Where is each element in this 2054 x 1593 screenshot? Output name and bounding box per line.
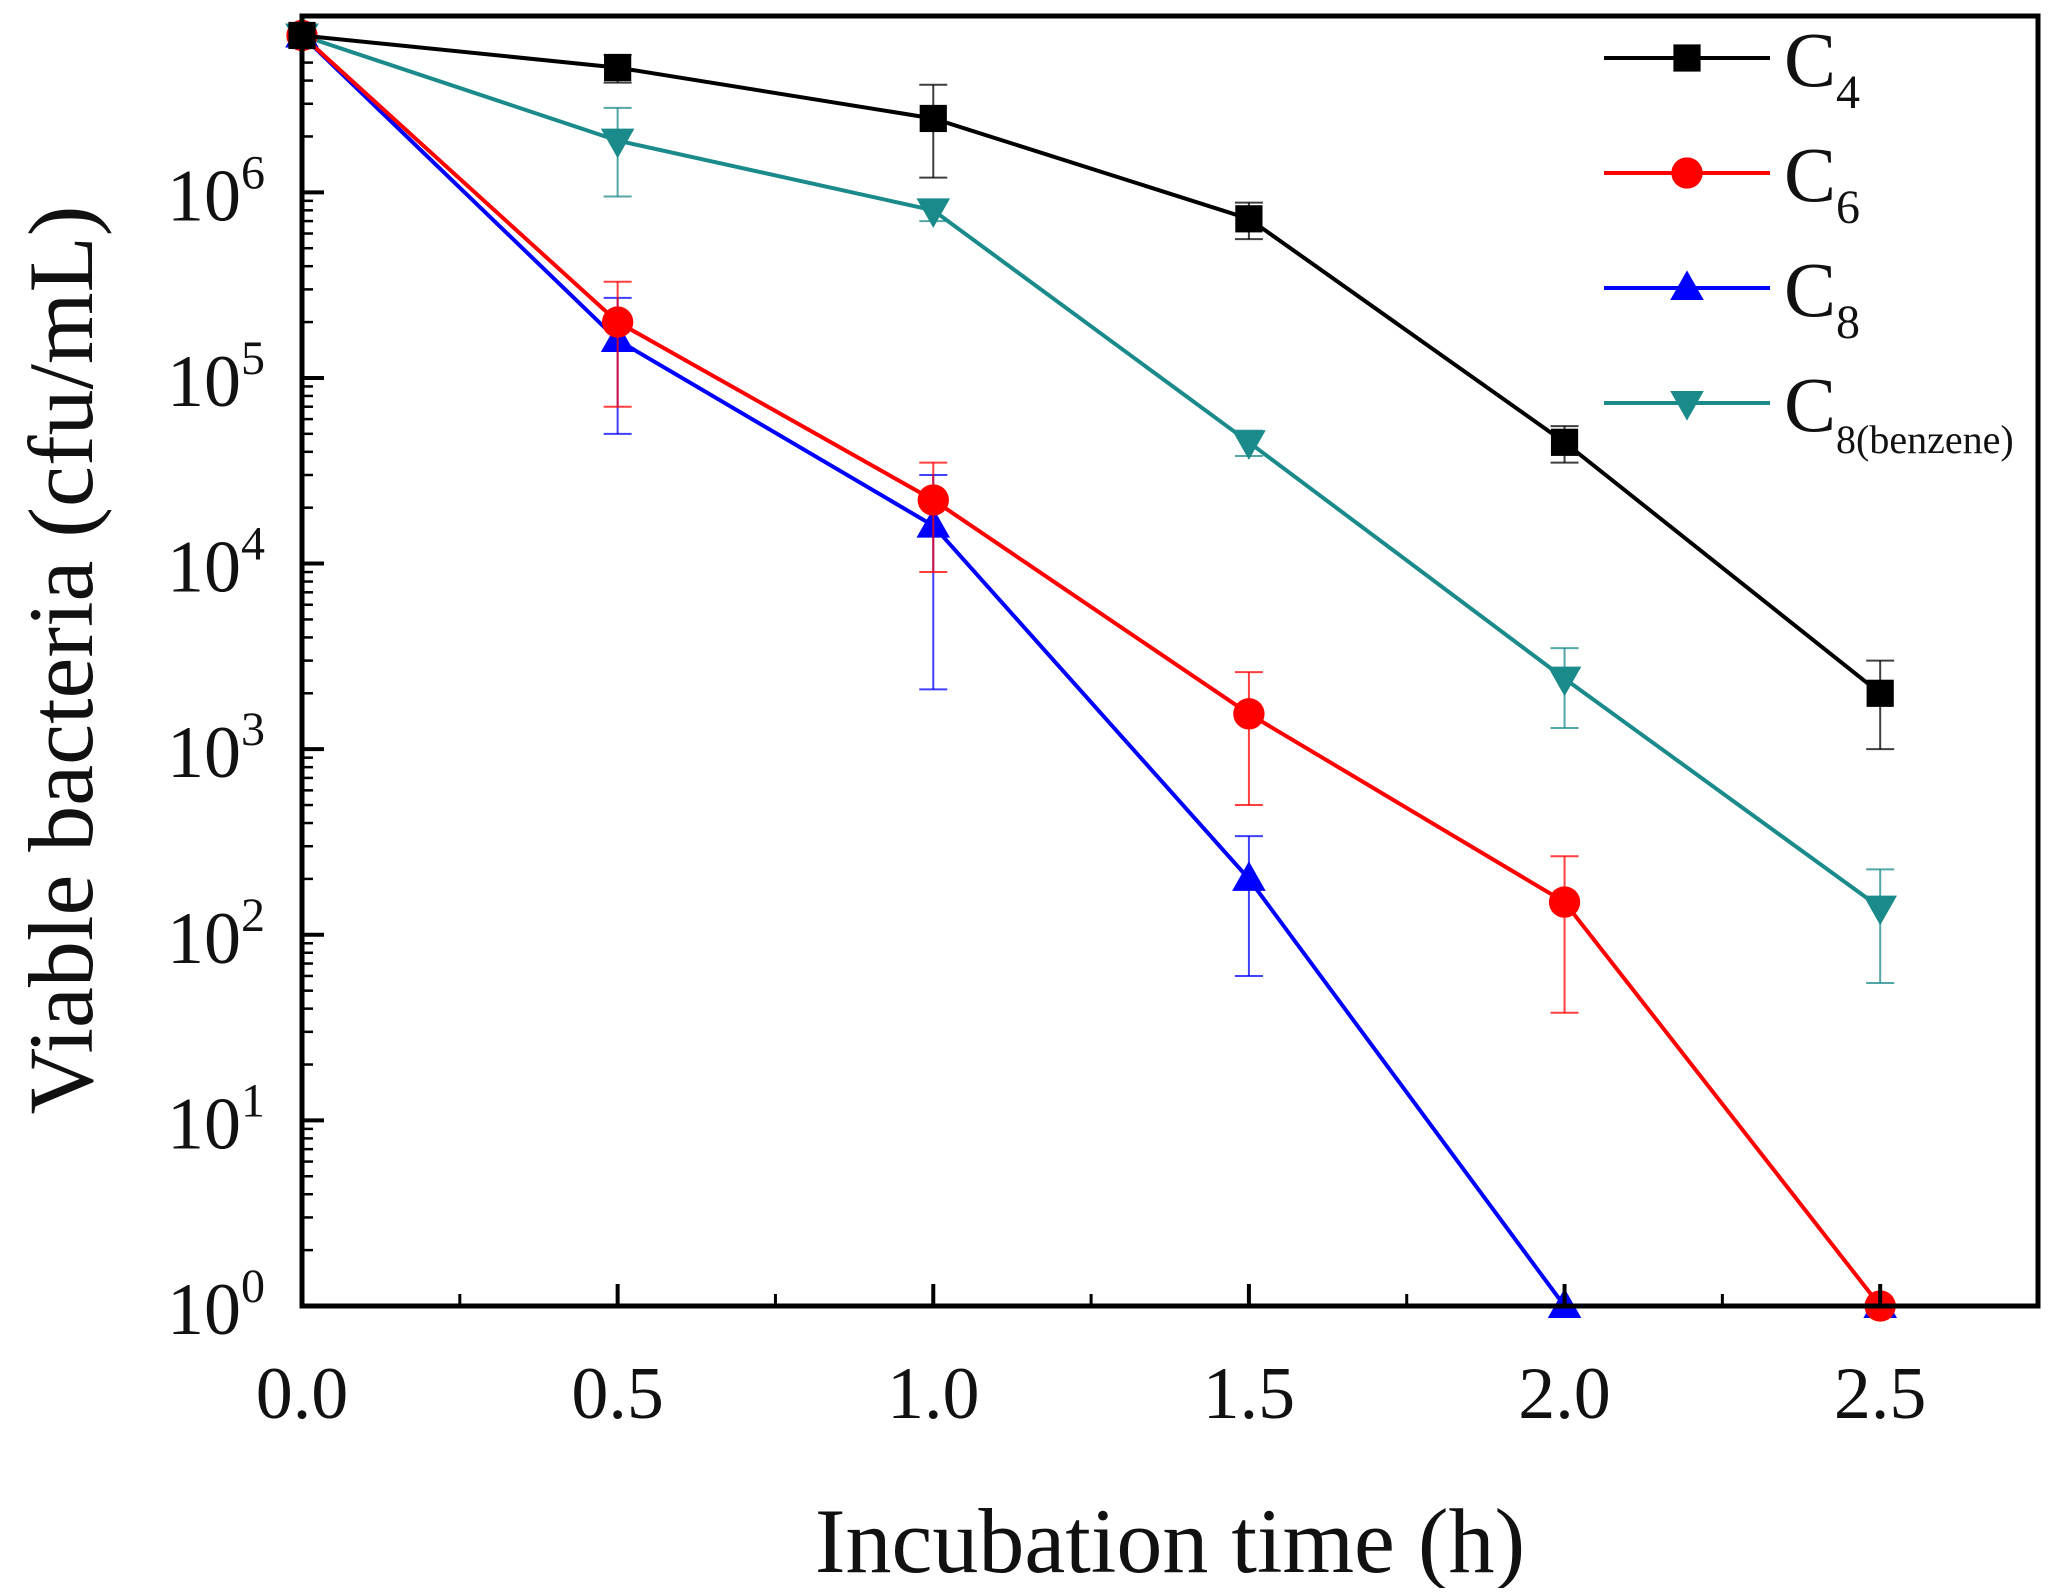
data-point bbox=[600, 128, 635, 159]
data-point bbox=[919, 104, 947, 133]
legend-marker bbox=[1673, 44, 1701, 72]
x-axis-title: Incubation time (h) bbox=[815, 1490, 1525, 1588]
legend-label: C4 bbox=[1784, 16, 1860, 119]
legend-label: C8(benzene) bbox=[1784, 361, 2014, 462]
legend-marker bbox=[1670, 270, 1704, 300]
data-point bbox=[601, 306, 634, 338]
series-layer bbox=[285, 17, 1897, 1322]
axis-layer: 0.0 0.5 1.0 1.5 2.0 2.5 100 101 102 103 104 105 106 bbox=[167, 23, 2040, 1435]
series-line bbox=[300, 33, 1882, 1308]
y-axis-title: Viable bacteria (cfu/mL) bbox=[10, 206, 112, 1115]
y-tick-label: 102 bbox=[167, 889, 265, 980]
data-point bbox=[604, 53, 632, 82]
data-point bbox=[1233, 698, 1265, 730]
data-point bbox=[1547, 666, 1582, 697]
data-point bbox=[1550, 428, 1579, 456]
legend-item: C6 bbox=[1604, 131, 1860, 234]
data-point bbox=[1866, 679, 1894, 707]
legend: C4 C6 C8 C8(benzene) bbox=[1604, 16, 2014, 462]
x-tick-label: 1.5 bbox=[1203, 1353, 1296, 1435]
data-point bbox=[916, 198, 951, 228]
legend-item: C8(benzene) bbox=[1604, 361, 2014, 462]
legend-label: C6 bbox=[1784, 131, 1860, 234]
x-tick-label: 0.5 bbox=[571, 1353, 664, 1435]
legend-item: C4 bbox=[1604, 16, 1860, 119]
x-tick-label: 2.0 bbox=[1518, 1353, 1611, 1435]
series-line bbox=[301, 33, 1882, 910]
series-line bbox=[301, 33, 1882, 695]
data-point bbox=[1232, 861, 1266, 891]
y-tick-label: 103 bbox=[167, 703, 265, 794]
legend-marker bbox=[1671, 157, 1703, 189]
legend-marker bbox=[1670, 391, 1704, 421]
y-tick-label: 104 bbox=[167, 518, 265, 609]
x-tick-label: 0.0 bbox=[256, 1353, 349, 1435]
series-c6 bbox=[286, 19, 1896, 1322]
data-point bbox=[1235, 205, 1263, 233]
series-c4 bbox=[288, 21, 1895, 751]
legend-label: C8 bbox=[1784, 246, 1860, 349]
data-point bbox=[1232, 430, 1266, 460]
data-point bbox=[1548, 886, 1581, 918]
y-tick-label: 106 bbox=[167, 146, 265, 237]
y-tick-label: 100 bbox=[167, 1260, 265, 1351]
y-tick-label: 101 bbox=[167, 1074, 265, 1165]
y-tick-label: 105 bbox=[167, 332, 265, 423]
x-tick-label: 2.5 bbox=[1834, 1353, 1927, 1435]
legend-item: C8 bbox=[1604, 246, 1860, 349]
series-c8 bbox=[285, 17, 1897, 1318]
data-point bbox=[1863, 895, 1897, 926]
series-line bbox=[300, 34, 1881, 1308]
x-tick-label: 1.0 bbox=[887, 1353, 980, 1435]
data-point bbox=[917, 484, 949, 516]
